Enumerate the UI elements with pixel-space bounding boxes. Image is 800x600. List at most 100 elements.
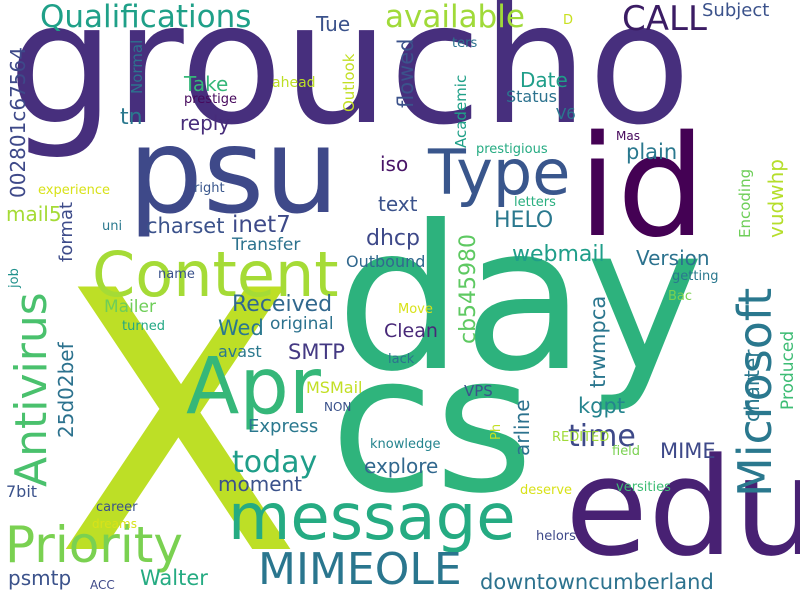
word-edu: edu [565,429,800,586]
word-name: name [158,267,195,282]
word-move: Move [398,302,433,317]
word-explore: explore [364,454,439,478]
word-subject: Subject [702,0,770,21]
word-getting: getting [672,269,719,284]
word-vps: VPS [464,382,493,400]
word-academic: Academic [452,74,470,148]
word-content: Content [92,238,339,311]
word-qualifications: Qualifications [40,0,252,35]
word-outlook: Outlook [340,53,358,112]
word-psmtp: psmtp [8,566,72,590]
word-flowed: flowed [394,38,418,108]
word-express: Express [248,416,319,437]
word-outbound: Outbound [346,252,426,271]
word-msmail: MSMail [306,378,363,397]
word-ph: Ph [489,423,504,440]
word-time: time [568,419,636,454]
word-uni: uni [102,219,123,234]
word-produced: Produced [778,330,798,410]
word-received: Received [232,292,333,317]
word-webmail: webmail [512,242,605,267]
word-date: Date [520,68,568,92]
word-format: format [56,201,77,262]
word-non: NON [324,400,352,414]
word-redited: REDITED [552,430,610,445]
word-career: career [96,500,138,515]
word-antivirus: Antivirus [6,292,57,487]
word-day: day [336,183,704,416]
word-groucho: groucho [8,0,691,162]
word-helo: HELO [494,208,554,233]
word-ahead: ahead [272,75,316,91]
word-clean: Clean [384,320,438,342]
word-tue: Tue [316,12,351,36]
word-charter: charter [740,349,764,422]
word-kgpt: kgpt [578,394,626,418]
word-priority: Priority [5,516,183,574]
word-reply: reply [180,111,231,135]
word-iso: iso [380,152,409,176]
word-arline: arline [510,399,534,456]
word-encoding: Encoding [736,168,754,238]
word-prestigious: prestigious [476,142,548,157]
word-experience: experience [38,183,111,198]
word-today: today [232,445,318,480]
word-normal: Normal [128,39,146,94]
word-downtowncumberland: downtowncumberland [480,570,714,594]
word-smtp: SMTP [288,340,345,364]
word-available: available [385,0,525,35]
word-field: field [612,444,641,459]
word-text: text [378,192,418,216]
word-right: right [194,181,225,196]
word-mime: MIME [660,439,716,463]
word-psu: psu [128,102,340,240]
word-helors: helors [536,529,576,544]
word-walter: Walter [140,566,208,590]
word-deserve: deserve [520,483,573,498]
word-ters: ters [452,36,478,51]
word-status: Status [506,87,557,106]
word-message: message [228,481,516,555]
word-prestige: prestige [184,92,238,107]
word-mailer: Mailer [104,297,156,317]
word-002801c67564: 002801c67564 [6,47,30,198]
word-versities: versities [616,480,671,495]
word-cb545980: cb545980 [456,233,481,344]
word-7bit: 7bit [6,482,38,501]
word-x: X [55,215,302,600]
word-original: original [270,314,334,334]
word-v6: V6 [556,105,576,123]
word-mail5: mail5 [6,202,62,226]
word-mas: Mas [616,129,640,143]
word-apr: Apr [186,342,321,432]
word-transfer: Transfer [232,235,301,255]
word-25d02bef: 25d02bef [54,342,78,438]
word-job: job [7,268,22,288]
word-call: CALL [622,0,707,39]
word-id: id [578,106,706,269]
word-acc: ACC [90,578,115,592]
word-d: D [563,13,574,28]
word-lack: lack [388,352,415,367]
word-letters: letters [514,195,556,210]
word-cs: cs [330,314,534,535]
word-wed: Wed [218,316,264,340]
word-take: Take [184,72,229,96]
word-charset: charset [146,214,225,238]
word-dreams: dreams [92,517,137,531]
word-plain: plain [626,140,678,164]
word-vudwhp: vudwhp [764,159,788,238]
word-tn: tn [120,105,143,130]
word-dhcp: dhcp [366,226,420,251]
word-mimeole: MIMEOLE [258,544,462,595]
word-inet7: inet7 [232,212,291,238]
word-trwmpca: trwmpca [586,295,610,388]
word-turned: turned [122,319,165,334]
word-avast: avast [218,342,262,361]
word-type: Type [428,136,571,209]
word-version: Version [636,246,710,270]
word-bac: Bac [668,289,693,304]
word-knowledge: knowledge [370,437,441,452]
word-moment: moment [218,472,303,496]
